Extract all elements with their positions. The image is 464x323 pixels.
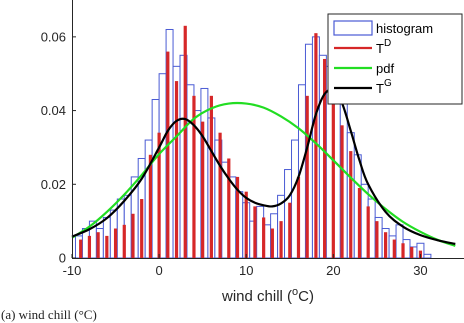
y-tick-label: 0.04 <box>41 103 66 118</box>
td-stem <box>218 132 222 258</box>
x-tick-label: 30 <box>413 263 427 278</box>
td-stem <box>262 217 266 258</box>
td-stem <box>148 154 152 258</box>
td-stem <box>209 95 213 258</box>
td-stem <box>227 158 231 258</box>
td-stem <box>375 221 379 258</box>
td-stem <box>340 125 344 258</box>
figure-caption: (a) wind chill (°C) <box>1 307 97 322</box>
td-stem <box>349 151 353 258</box>
pdf-curve <box>71 101 456 247</box>
td-stem <box>105 235 109 258</box>
td-stem <box>183 25 187 258</box>
td-stem <box>96 232 100 258</box>
legend-label: histogram <box>376 21 433 36</box>
x-axis-label: wind chill (oC) <box>221 286 314 305</box>
td-stem <box>296 176 301 258</box>
td-stem <box>331 77 335 259</box>
td-stem <box>279 221 283 258</box>
td-stem <box>288 202 292 258</box>
x-tick-label: -10 <box>63 263 82 278</box>
td-stem <box>140 199 144 258</box>
td-stem <box>410 246 414 258</box>
td-stem <box>122 224 126 258</box>
td-stems <box>79 25 423 259</box>
td-stem <box>235 176 240 258</box>
x-tick-label: 20 <box>326 263 340 278</box>
curves <box>71 88 456 247</box>
legend-swatch-box <box>333 20 373 36</box>
td-stem <box>401 243 405 258</box>
histogram-bar <box>423 253 432 259</box>
td-stem <box>314 33 318 258</box>
td-stem <box>392 239 396 258</box>
x-tick-label: 10 <box>239 263 253 278</box>
td-stem <box>201 121 205 258</box>
legend-label: pdf <box>376 61 394 76</box>
degree-superscript: o <box>292 286 298 298</box>
x-tick-label: 0 <box>155 263 162 278</box>
td-stem <box>244 191 248 258</box>
td-stem <box>113 228 118 258</box>
td-stem <box>131 213 135 258</box>
td-stem <box>366 206 370 258</box>
td-stem <box>323 58 327 258</box>
td-stem <box>174 81 179 258</box>
y-tick-label: 0 <box>59 251 66 266</box>
legend: histogram TD pdf TG <box>327 13 463 105</box>
axes <box>71 0 464 259</box>
td-stem <box>192 95 196 258</box>
tg-curve <box>71 88 456 246</box>
td-stem <box>87 235 92 258</box>
td-stem <box>157 132 161 258</box>
td-stem <box>357 187 362 258</box>
legend-label: TD <box>376 38 391 56</box>
y-tick-label: 0.06 <box>41 29 66 44</box>
td-stem <box>270 228 274 258</box>
td-stem <box>253 206 257 258</box>
td-stem <box>79 239 83 258</box>
td-stem <box>166 51 170 258</box>
td-stem <box>305 95 309 258</box>
y-tick-label: 0.02 <box>41 177 66 192</box>
td-stem <box>384 232 388 258</box>
legend-label: TG <box>376 78 392 96</box>
